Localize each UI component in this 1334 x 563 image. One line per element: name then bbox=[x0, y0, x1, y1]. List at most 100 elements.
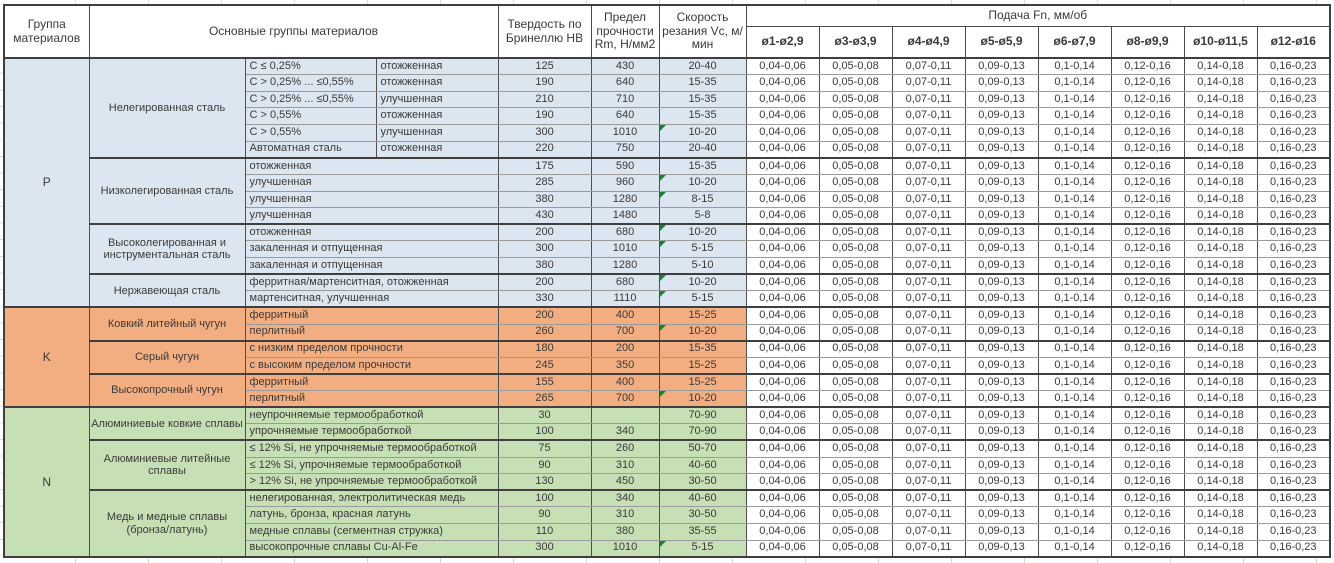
feed-value-cell: 0,05-0,08 bbox=[818, 107, 893, 125]
feed-value-cell: 0,09-0,13 bbox=[964, 240, 1039, 258]
feed-value-cell: 0,04-0,06 bbox=[745, 323, 820, 342]
feed-value-cell: 0,07-0,11 bbox=[891, 323, 966, 342]
hardness-cell: 90 bbox=[497, 456, 592, 475]
cell-corner-marker-icon bbox=[660, 191, 666, 198]
feed-value-cell: 0,05-0,08 bbox=[818, 539, 893, 558]
feed-value-cell: 0,1-0,14 bbox=[1037, 273, 1112, 292]
feed-value-cell: 0,12-0,16 bbox=[1110, 306, 1185, 325]
feed-value-cell: 0,14-0,18 bbox=[1183, 323, 1258, 342]
hardness-cell: 300 bbox=[497, 124, 592, 142]
speed-cell: 15-35 bbox=[658, 74, 747, 92]
speed-cell: 10-20 bbox=[658, 273, 747, 292]
feed-value-cell: 0,14-0,18 bbox=[1183, 257, 1258, 275]
feed-value-cell: 0,14-0,18 bbox=[1183, 124, 1258, 142]
table-row: Автоматная сталь отожженная 220 750 20-40 0,0… bbox=[4, 140, 1331, 159]
speed-cell: 15-25 bbox=[658, 306, 747, 325]
feed-value-cell: 0,14-0,18 bbox=[1183, 107, 1258, 125]
feed-value-cell: 0,09-0,13 bbox=[964, 190, 1039, 209]
feed-value-cell: 0,04-0,06 bbox=[745, 290, 820, 308]
feed-value-cell: 0,12-0,16 bbox=[1110, 489, 1185, 508]
detail-state-cell: перлитный bbox=[244, 323, 499, 342]
feed-value-cell: 0,1-0,14 bbox=[1037, 173, 1112, 192]
strength-cell: 750 bbox=[590, 140, 660, 159]
feed-value-cell: 0,05-0,08 bbox=[818, 523, 893, 541]
detail-state-cell: с низким пределом прочности bbox=[244, 339, 499, 358]
feed-value-cell: 0,14-0,18 bbox=[1183, 173, 1258, 192]
feed-value-cell: 0,12-0,16 bbox=[1110, 439, 1185, 458]
table-row: Низколегированная сталь отожженная 175 590 1… bbox=[4, 156, 1331, 225]
cell-corner-marker-icon bbox=[660, 276, 666, 282]
feed-value-cell: 0,12-0,16 bbox=[1110, 257, 1185, 275]
feed-value-cell: 0,09-0,13 bbox=[964, 124, 1039, 142]
feed-value-cell: 0,04-0,06 bbox=[745, 223, 820, 242]
speed-cell: 10-20 bbox=[658, 323, 747, 342]
feed-value-cell: 0,1-0,14 bbox=[1037, 523, 1112, 541]
detail-condition-cell: C > 0,25% ... ≤0,55% bbox=[244, 74, 377, 92]
detail-state-cell: латунь, бронза, красная латунь bbox=[244, 506, 499, 524]
table-row: Нержавеющая сталь ферритная/мартенситная,… bbox=[4, 273, 1331, 308]
feed-value-cell: 0,1-0,14 bbox=[1037, 390, 1112, 408]
feed-value-cell: 0,04-0,06 bbox=[745, 506, 820, 524]
speed-cell: 15-35 bbox=[658, 90, 747, 109]
feed-value-cell: 0,16-0,23 bbox=[1256, 273, 1331, 292]
feed-value-cell: 0,09-0,13 bbox=[964, 339, 1039, 358]
feed-value-cell: 0,14-0,18 bbox=[1183, 140, 1258, 159]
cell-corner-marker-icon bbox=[660, 541, 666, 547]
cell-corner-marker-icon bbox=[660, 291, 666, 298]
feed-value-cell: 0,05-0,08 bbox=[818, 390, 893, 408]
detail-state-cell: улучшенная bbox=[244, 207, 499, 225]
feed-value-cell: 0,12-0,16 bbox=[1110, 506, 1185, 524]
feed-value-cell: 0,12-0,16 bbox=[1110, 156, 1185, 175]
hardness-cell: 190 bbox=[497, 107, 592, 125]
table-row: улучшенная 430 1480 5-8 0,04-0,06 0,05-0,08 0,… bbox=[4, 207, 1331, 225]
feed-value-cell: 0,09-0,13 bbox=[964, 173, 1039, 192]
feed-value-cell: 0,1-0,14 bbox=[1037, 539, 1112, 558]
detail-state-cell: ≤ 12% Si, не упрочняемые термообработкой bbox=[244, 439, 499, 458]
feed-value-cell: 0,09-0,13 bbox=[964, 523, 1039, 541]
feed-value-cell: 0,12-0,16 bbox=[1110, 390, 1185, 408]
feed-value-cell: 0,04-0,06 bbox=[745, 190, 820, 209]
hardness-cell: 285 bbox=[497, 173, 592, 192]
table-row: закаленная и отпущенная 300 1010 5-15 0,04-0… bbox=[4, 240, 1331, 258]
strength-cell: 700 bbox=[590, 323, 660, 342]
feed-value-cell: 0,07-0,11 bbox=[891, 257, 966, 275]
strength-cell: 310 bbox=[590, 506, 660, 524]
speed-cell: 8-15 bbox=[658, 190, 747, 209]
feed-value-cell: 0,04-0,06 bbox=[745, 523, 820, 541]
detail-state-cell: отожженная bbox=[375, 57, 499, 76]
cell-corner-marker-icon bbox=[660, 226, 666, 232]
feed-value-cell: 0,12-0,16 bbox=[1110, 323, 1185, 342]
detail-state-cell: улучшенная bbox=[244, 173, 499, 192]
table-row: с высоким пределом прочности 245 350 15-25 0… bbox=[4, 356, 1331, 375]
hardness-cell: 30 bbox=[497, 406, 592, 425]
detail-state-cell: нелегированная, электролитическая медь bbox=[244, 489, 499, 508]
feed-value-cell: 0,09-0,13 bbox=[964, 489, 1039, 508]
feed-value-cell: 0,1-0,14 bbox=[1037, 372, 1112, 391]
speed-cell: 20-40 bbox=[658, 57, 747, 76]
hardness-cell: 180 bbox=[497, 339, 592, 358]
feed-value-cell: 0,1-0,14 bbox=[1037, 473, 1112, 491]
feed-value-cell: 0,14-0,18 bbox=[1183, 339, 1258, 358]
feed-value-cell: 0,07-0,11 bbox=[891, 439, 966, 458]
feed-value-cell: 0,14-0,18 bbox=[1183, 523, 1258, 541]
table-row: Медь и медные сплавы (бронза/латунь) неле… bbox=[4, 489, 1331, 558]
feed-value-cell: 0,1-0,14 bbox=[1037, 223, 1112, 242]
feed-value-cell: 0,09-0,13 bbox=[964, 372, 1039, 391]
feed-value-cell: 0,09-0,13 bbox=[964, 90, 1039, 109]
feed-value-cell: 0,05-0,08 bbox=[818, 372, 893, 391]
feed-value-cell: 0,04-0,06 bbox=[745, 423, 820, 441]
group-code-cell: K bbox=[3, 306, 90, 408]
feed-value-cell: 0,14-0,18 bbox=[1183, 456, 1258, 475]
detail-state-cell: отожженная bbox=[375, 140, 499, 159]
feed-value-cell: 0,05-0,08 bbox=[818, 473, 893, 491]
hardness-cell: 245 bbox=[497, 356, 592, 375]
material-family-cell: Медь и медные сплавы (бронза/латунь) bbox=[88, 489, 246, 558]
feed-value-cell: 0,09-0,13 bbox=[964, 323, 1039, 342]
strength-cell: 430 bbox=[590, 57, 660, 76]
feed-value-cell: 0,05-0,08 bbox=[818, 273, 893, 292]
feed-value-cell: 0,05-0,08 bbox=[818, 489, 893, 508]
feed-value-cell: 0,12-0,16 bbox=[1110, 207, 1185, 225]
feed-value-cell: 0,16-0,23 bbox=[1256, 140, 1331, 159]
strength-cell: 680 bbox=[590, 223, 660, 242]
table-row: N Алюминиевые ковкие сплавы неупрочняемые … bbox=[3, 406, 1331, 558]
